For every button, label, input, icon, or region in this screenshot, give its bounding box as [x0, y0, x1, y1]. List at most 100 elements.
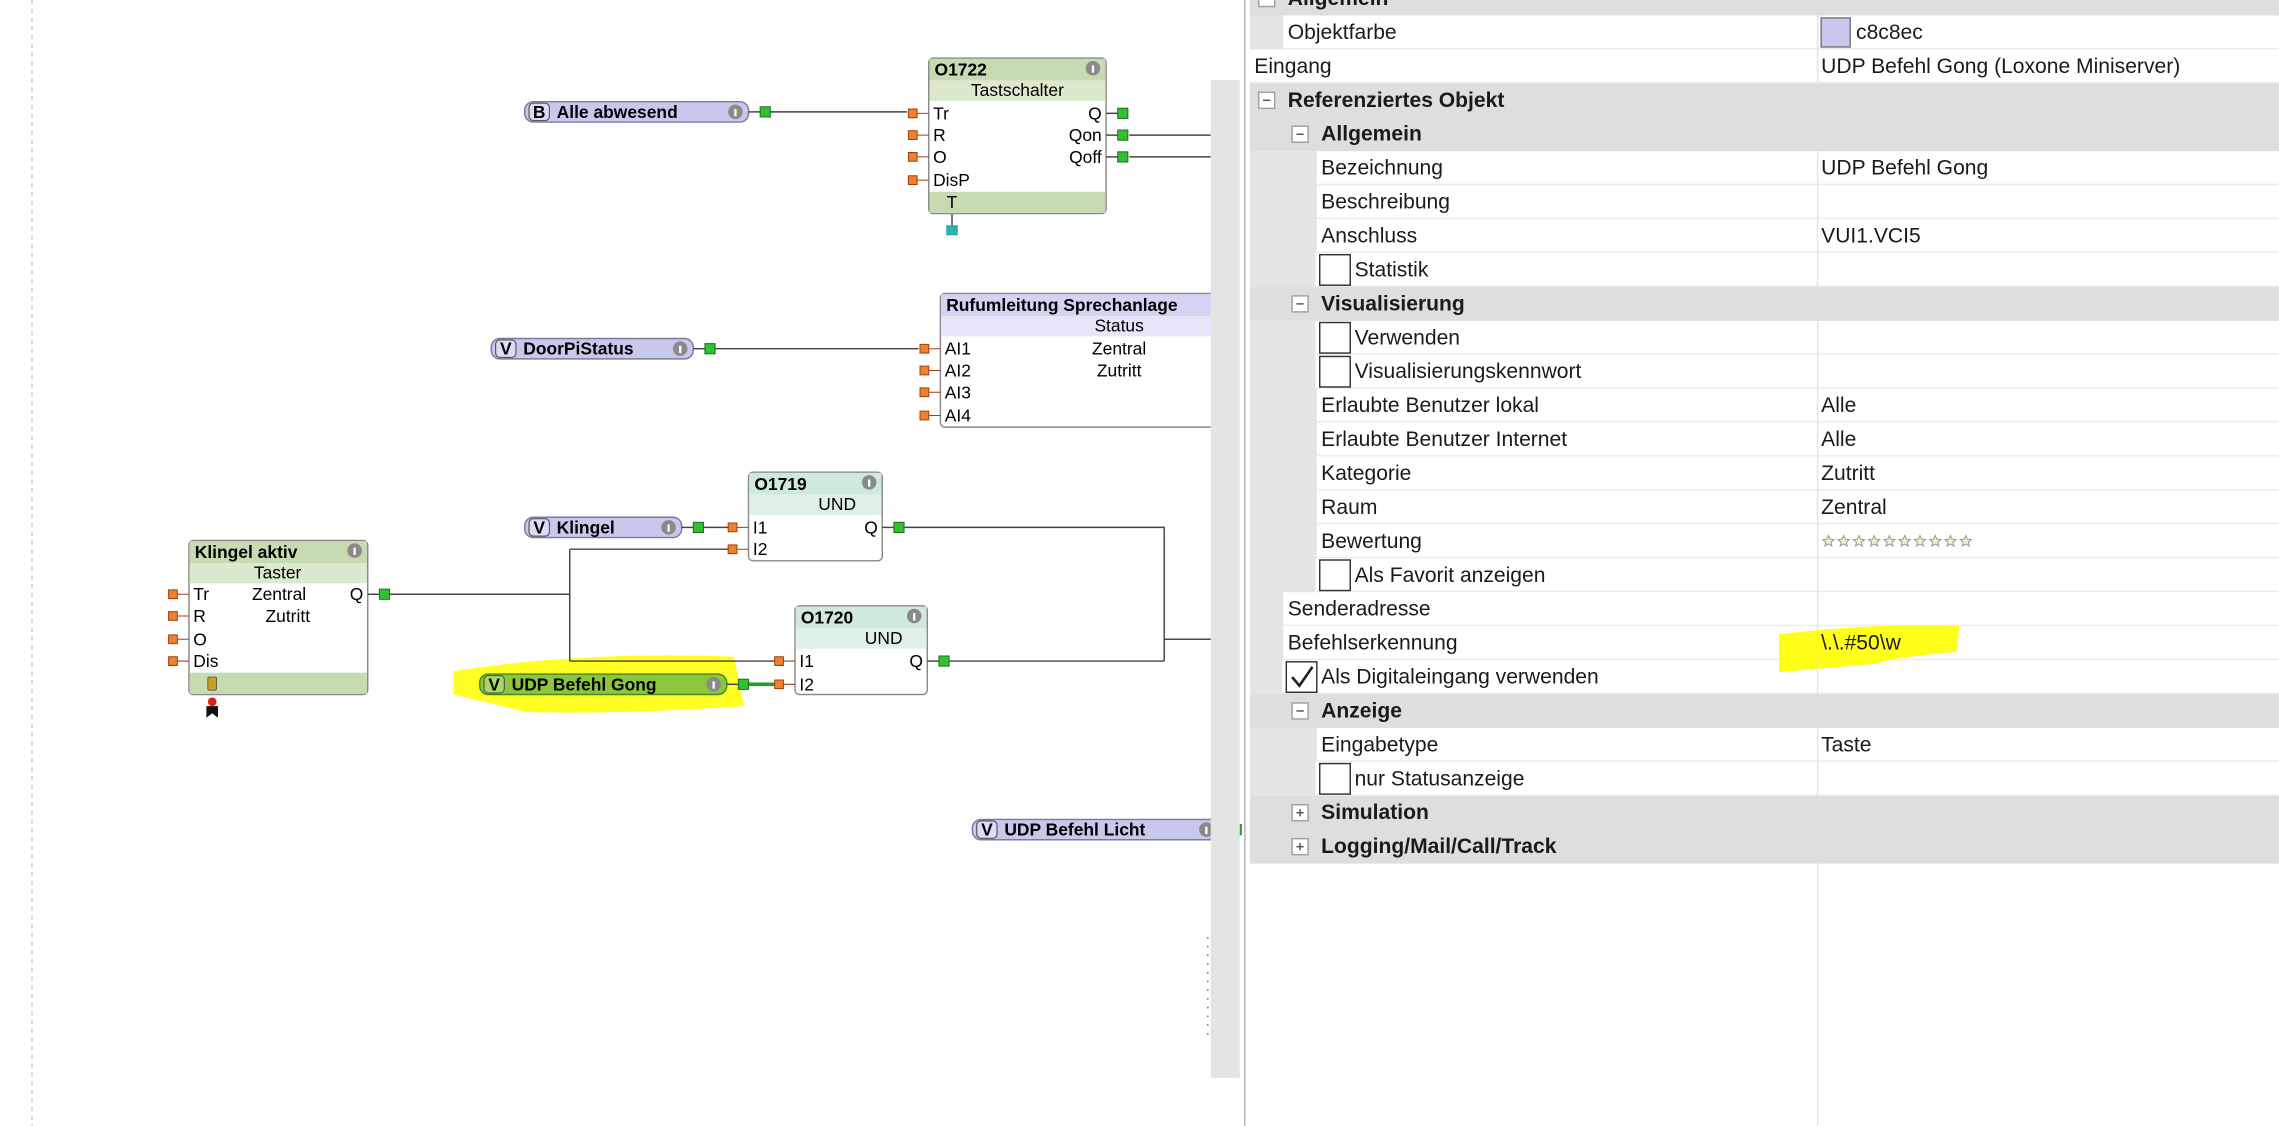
- properties-grid: Allgemein Objektfarbe c8c8ec Eingang UDP Bef…: [1249, 0, 2279, 864]
- property-label: Kategorie: [1321, 462, 1411, 485]
- property-row[interactable]: Anzeige: [1249, 694, 2279, 728]
- output-connector: [938, 655, 950, 667]
- rating-star[interactable]: [1836, 534, 1851, 548]
- output-label: Q: [1088, 103, 1102, 123]
- property-row[interactable]: Eingabetype Taste: [1249, 727, 2279, 762]
- expander[interactable]: [1257, 0, 1276, 8]
- block-header: [941, 294, 1231, 317]
- checkbox[interactable]: [1319, 253, 1351, 286]
- function-block[interactable]: O1720 UND I1 I2 Q: [774, 605, 950, 696]
- property-row[interactable]: Beschreibung: [1249, 185, 2279, 220]
- rating-star[interactable]: [1882, 534, 1897, 548]
- row-gutter: [1249, 15, 1284, 50]
- rating-star[interactable]: [1943, 534, 1958, 548]
- property-row[interactable]: Objektfarbe c8c8ec: [1249, 15, 2279, 50]
- input-label: Dis: [193, 651, 218, 671]
- property-row[interactable]: Verwenden: [1249, 320, 2279, 355]
- checkbox[interactable]: [1285, 661, 1318, 694]
- input-connector: [168, 656, 189, 666]
- property-row[interactable]: Bewertung: [1249, 524, 2279, 559]
- property-row[interactable]: Logging/Mail/Call/Track: [1249, 829, 2279, 864]
- color-swatch[interactable]: [1820, 17, 1851, 48]
- property-row[interactable]: Statistik: [1249, 252, 2279, 287]
- output-connector: [759, 106, 771, 118]
- section-label: Simulation: [1321, 801, 1429, 824]
- wire: [899, 526, 1211, 662]
- property-row[interactable]: Referenziertes Objekt: [1249, 83, 2279, 118]
- info-icon-dot: [1091, 65, 1095, 73]
- input-label: AI4: [945, 406, 971, 426]
- row-gutter: [1249, 252, 1316, 287]
- property-row[interactable]: Visualisierung: [1249, 286, 2279, 321]
- section-band: [1249, 694, 2279, 728]
- property-row[interactable]: Bezeichnung UDP Befehl Gong: [1249, 151, 2279, 186]
- property-row[interactable]: Simulation: [1249, 795, 2279, 830]
- rating-star[interactable]: [1897, 534, 1912, 548]
- input-label: AI2: [945, 360, 971, 380]
- section-label: Anzeige: [1321, 699, 1402, 722]
- checkbox[interactable]: [1319, 355, 1351, 388]
- input-label: R: [193, 606, 206, 626]
- block-type: UND: [818, 494, 856, 514]
- property-row[interactable]: Senderadresse: [1249, 592, 2279, 627]
- property-row[interactable]: Kategorie Zutritt: [1249, 456, 2279, 491]
- input-connector: [919, 365, 941, 376]
- property-row[interactable]: Befehlserkennung \.\.#50\w: [1249, 625, 2279, 673]
- property-row[interactable]: Anschluss VUI1.VCI5: [1249, 219, 2279, 253]
- variable[interactable]: V DoorPiStatus: [490, 337, 716, 360]
- variable[interactable]: V Klingel: [523, 516, 704, 539]
- rating-star[interactable]: [1821, 534, 1836, 548]
- variable-label: Alle abwesend: [557, 102, 678, 122]
- variable-badge: [495, 339, 517, 358]
- block-name: O1722: [935, 60, 987, 80]
- variable-badge: [528, 102, 550, 122]
- input-connector: [727, 522, 749, 533]
- output-connector: [692, 521, 704, 533]
- checkbox[interactable]: [1319, 559, 1351, 592]
- block-type-band: [189, 563, 367, 584]
- row-gutter: [1249, 185, 1317, 220]
- property-label: Senderadresse: [1288, 598, 1431, 621]
- rating-star[interactable]: [1867, 534, 1881, 548]
- property-row[interactable]: Erlaubte Benutzer lokal Alle: [1249, 388, 2279, 423]
- scrollbar[interactable]: [1210, 79, 1240, 1079]
- variable[interactable]: V UDP Befehl Licht: [971, 818, 1242, 841]
- rating-star[interactable]: [1913, 534, 1927, 548]
- checkbox[interactable]: [1319, 321, 1351, 354]
- info-icon-dot: [353, 547, 356, 556]
- property-row[interactable]: Als Favorit anzeigen: [1249, 558, 2279, 593]
- checkbox[interactable]: [1319, 762, 1351, 795]
- property-row[interactable]: Erlaubte Benutzer Internet Alle: [1249, 422, 2279, 457]
- block-footer: [929, 191, 1106, 213]
- block-type: Status: [1094, 315, 1144, 335]
- property-row[interactable]: Als Digitaleingang verwenden: [1249, 660, 2279, 695]
- section-label: Allgemein: [1321, 123, 1422, 146]
- input-label: I2: [753, 539, 768, 559]
- block-header: [929, 58, 1106, 81]
- rating-star[interactable]: [1852, 534, 1866, 548]
- property-row[interactable]: Allgemein: [1249, 117, 2279, 152]
- rating-star[interactable]: [1928, 534, 1943, 548]
- checkmark: [1291, 666, 1314, 688]
- property-row[interactable]: nur Statusanzeige: [1249, 761, 2279, 796]
- row-gutter: [1249, 761, 1316, 796]
- block-type-band: [941, 316, 1231, 337]
- variable[interactable]: B Alle abwesend: [523, 100, 771, 123]
- row-gutter: [1249, 388, 1317, 423]
- property-value: VUI1.VCI5: [1821, 225, 1921, 248]
- rating-star[interactable]: [1959, 534, 1973, 548]
- input-label: Tr: [933, 103, 949, 123]
- property-row[interactable]: Raum Zentral: [1249, 490, 2279, 525]
- variable[interactable]: V UDP Befehl Gong: [478, 673, 750, 696]
- property-row[interactable]: Allgemein: [1249, 0, 2279, 16]
- property-row[interactable]: Eingang UDP Befehl Gong (Loxone Miniserve…: [1249, 49, 2279, 84]
- connector: [946, 225, 958, 236]
- output-label: Q: [350, 584, 364, 604]
- property-row[interactable]: Visualisierungskennwort: [1249, 354, 2279, 389]
